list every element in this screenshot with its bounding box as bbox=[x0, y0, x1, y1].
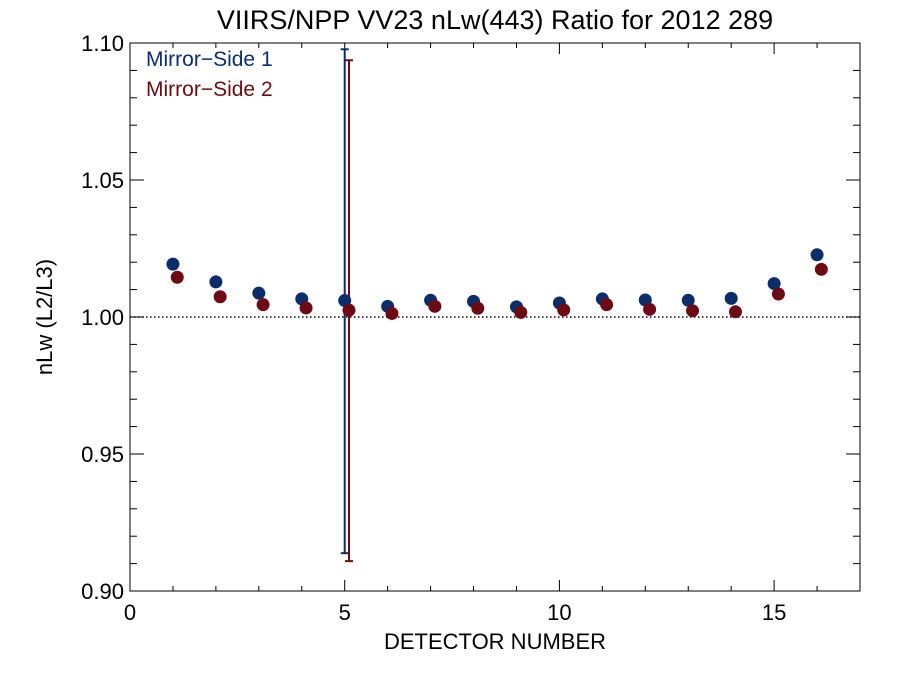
x-tick-label: 0 bbox=[124, 600, 136, 625]
data-point-series-2 bbox=[428, 299, 442, 313]
data-point-series-2 bbox=[600, 298, 614, 312]
data-point-series-2 bbox=[686, 304, 700, 318]
data-point-series-2 bbox=[728, 305, 742, 319]
tick-layer: 0 5 10 15 0.90 0.95 1.00 1.05 1.10 bbox=[81, 31, 861, 625]
data-point-series-2 bbox=[557, 303, 571, 317]
data-layer bbox=[130, 48, 860, 563]
data-point-series-1 bbox=[724, 291, 738, 305]
data-point-series-2 bbox=[471, 301, 485, 315]
legend-item-mirror-side-2: Mirror−Side 2 bbox=[146, 78, 273, 101]
data-point-series-2 bbox=[771, 287, 785, 301]
data-point-series-2 bbox=[514, 305, 528, 319]
data-point-series-1 bbox=[166, 257, 180, 271]
y-axis-label: nLw (L2/L3) bbox=[32, 259, 57, 375]
data-point-series-1 bbox=[681, 293, 695, 307]
x-tick-label: 5 bbox=[339, 600, 351, 625]
x-axis-label: DETECTOR NUMBER bbox=[384, 629, 606, 654]
data-point-series-2 bbox=[256, 298, 270, 312]
chart-title: VIIRS/NPP VV23 nLw(443) Ratio for 2012 2… bbox=[217, 5, 773, 35]
legend-item-mirror-side-1: Mirror−Side 1 bbox=[146, 48, 273, 71]
legend: Mirror−Side 1 Mirror−Side 2 bbox=[146, 48, 273, 101]
data-point-series-2 bbox=[643, 302, 657, 316]
data-point-series-1 bbox=[810, 248, 824, 262]
y-tick-label: 1.00 bbox=[81, 305, 124, 330]
y-tick-label: 1.05 bbox=[81, 168, 124, 193]
y-tick-label: 0.95 bbox=[81, 442, 124, 467]
data-point-series-2 bbox=[342, 303, 356, 317]
y-tick-label: 0.90 bbox=[81, 579, 124, 604]
y-tick-label: 1.10 bbox=[81, 31, 124, 56]
x-tick-label: 15 bbox=[762, 600, 786, 625]
data-point-series-2 bbox=[213, 290, 227, 304]
data-point-series-2 bbox=[814, 262, 828, 276]
data-point-series-1 bbox=[252, 286, 266, 300]
data-point-series-2 bbox=[170, 270, 184, 284]
data-point-series-2 bbox=[385, 306, 399, 320]
data-point-series-1 bbox=[209, 275, 223, 289]
x-tick-label: 10 bbox=[547, 600, 571, 625]
data-point-series-2 bbox=[299, 301, 313, 315]
data-point-series-1 bbox=[767, 277, 781, 291]
